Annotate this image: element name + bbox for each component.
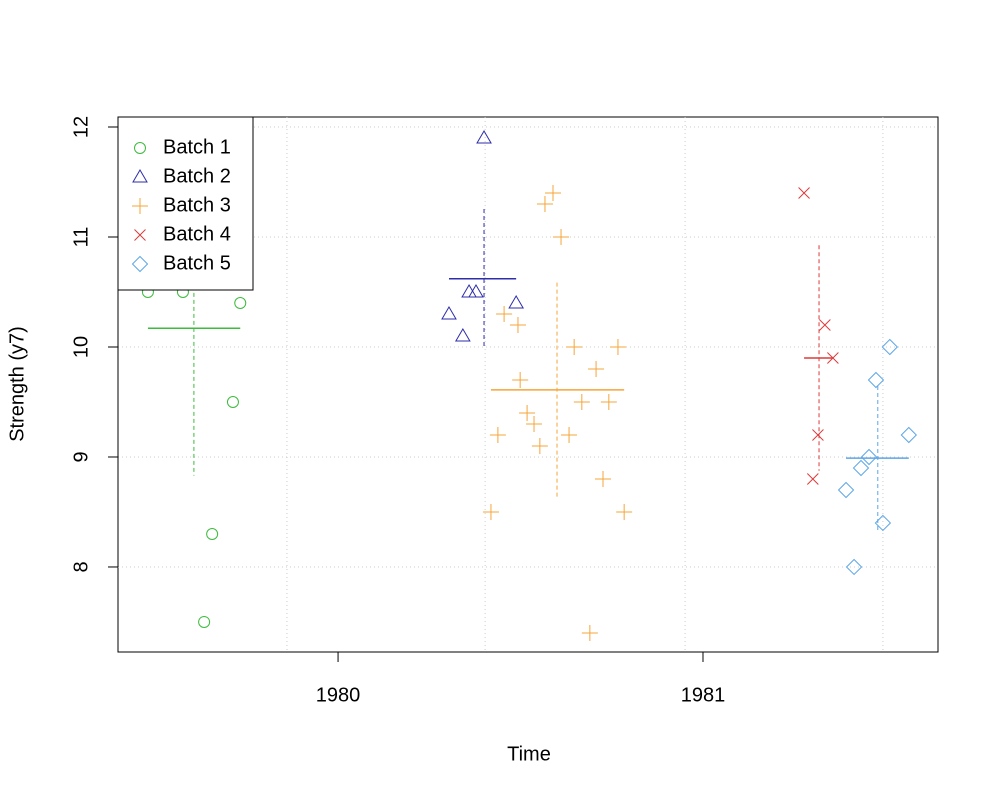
point — [508, 295, 525, 309]
point — [900, 426, 918, 444]
point — [616, 503, 633, 520]
legend-marker — [134, 142, 146, 154]
point — [860, 448, 878, 466]
x-tick-label: 1980 — [316, 684, 361, 706]
point — [512, 371, 529, 388]
point — [468, 284, 484, 298]
point — [874, 514, 892, 532]
point — [461, 284, 477, 298]
point — [581, 624, 598, 641]
point — [852, 459, 870, 477]
legend: Batch 1 Batch 2 Batch 3 Batch 4 Batch 5 — [117, 116, 254, 291]
point — [806, 473, 819, 485]
legend-label: Batch 3 — [163, 194, 231, 216]
point — [837, 481, 855, 499]
point — [819, 319, 831, 331]
y-tick-label: 11 — [70, 227, 92, 248]
point — [827, 352, 839, 364]
point — [553, 229, 570, 246]
point — [600, 393, 617, 410]
legend-label: Batch 5 — [163, 252, 231, 274]
point — [526, 415, 543, 432]
point — [489, 426, 506, 443]
legend-marker — [132, 169, 148, 183]
point — [198, 615, 211, 628]
legend-label: Batch 4 — [163, 223, 231, 245]
point — [454, 328, 471, 342]
legend-marker — [134, 229, 146, 241]
point — [881, 338, 899, 356]
point — [234, 296, 247, 309]
point — [867, 371, 885, 389]
point — [531, 437, 548, 454]
point — [226, 395, 239, 408]
point — [509, 316, 526, 333]
x-axis-label: Time — [507, 743, 551, 765]
y-tick-label: 12 — [70, 116, 92, 138]
point — [609, 338, 626, 355]
point — [566, 338, 583, 355]
y-axis-label: Strength (y7) — [6, 326, 28, 442]
point — [561, 426, 578, 443]
legend-label: Batch 2 — [163, 165, 231, 187]
point — [573, 393, 590, 410]
legend-marker — [131, 255, 149, 273]
point — [519, 404, 536, 421]
point — [798, 187, 810, 199]
y-tick-label: 10 — [70, 336, 92, 358]
point — [845, 558, 863, 576]
point — [536, 196, 553, 213]
point — [482, 503, 499, 520]
point — [544, 185, 561, 202]
point — [206, 527, 219, 540]
point — [812, 429, 824, 441]
point — [594, 470, 611, 487]
y-tick-label: 9 — [70, 451, 92, 462]
point — [588, 360, 605, 377]
y-tick-label: 8 — [70, 561, 92, 572]
point — [496, 305, 513, 322]
legend-marker — [132, 198, 148, 214]
x-tick-label: 1981 — [681, 684, 726, 706]
legend-label: Batch 1 — [163, 136, 231, 158]
point — [476, 130, 492, 144]
point — [441, 306, 457, 320]
